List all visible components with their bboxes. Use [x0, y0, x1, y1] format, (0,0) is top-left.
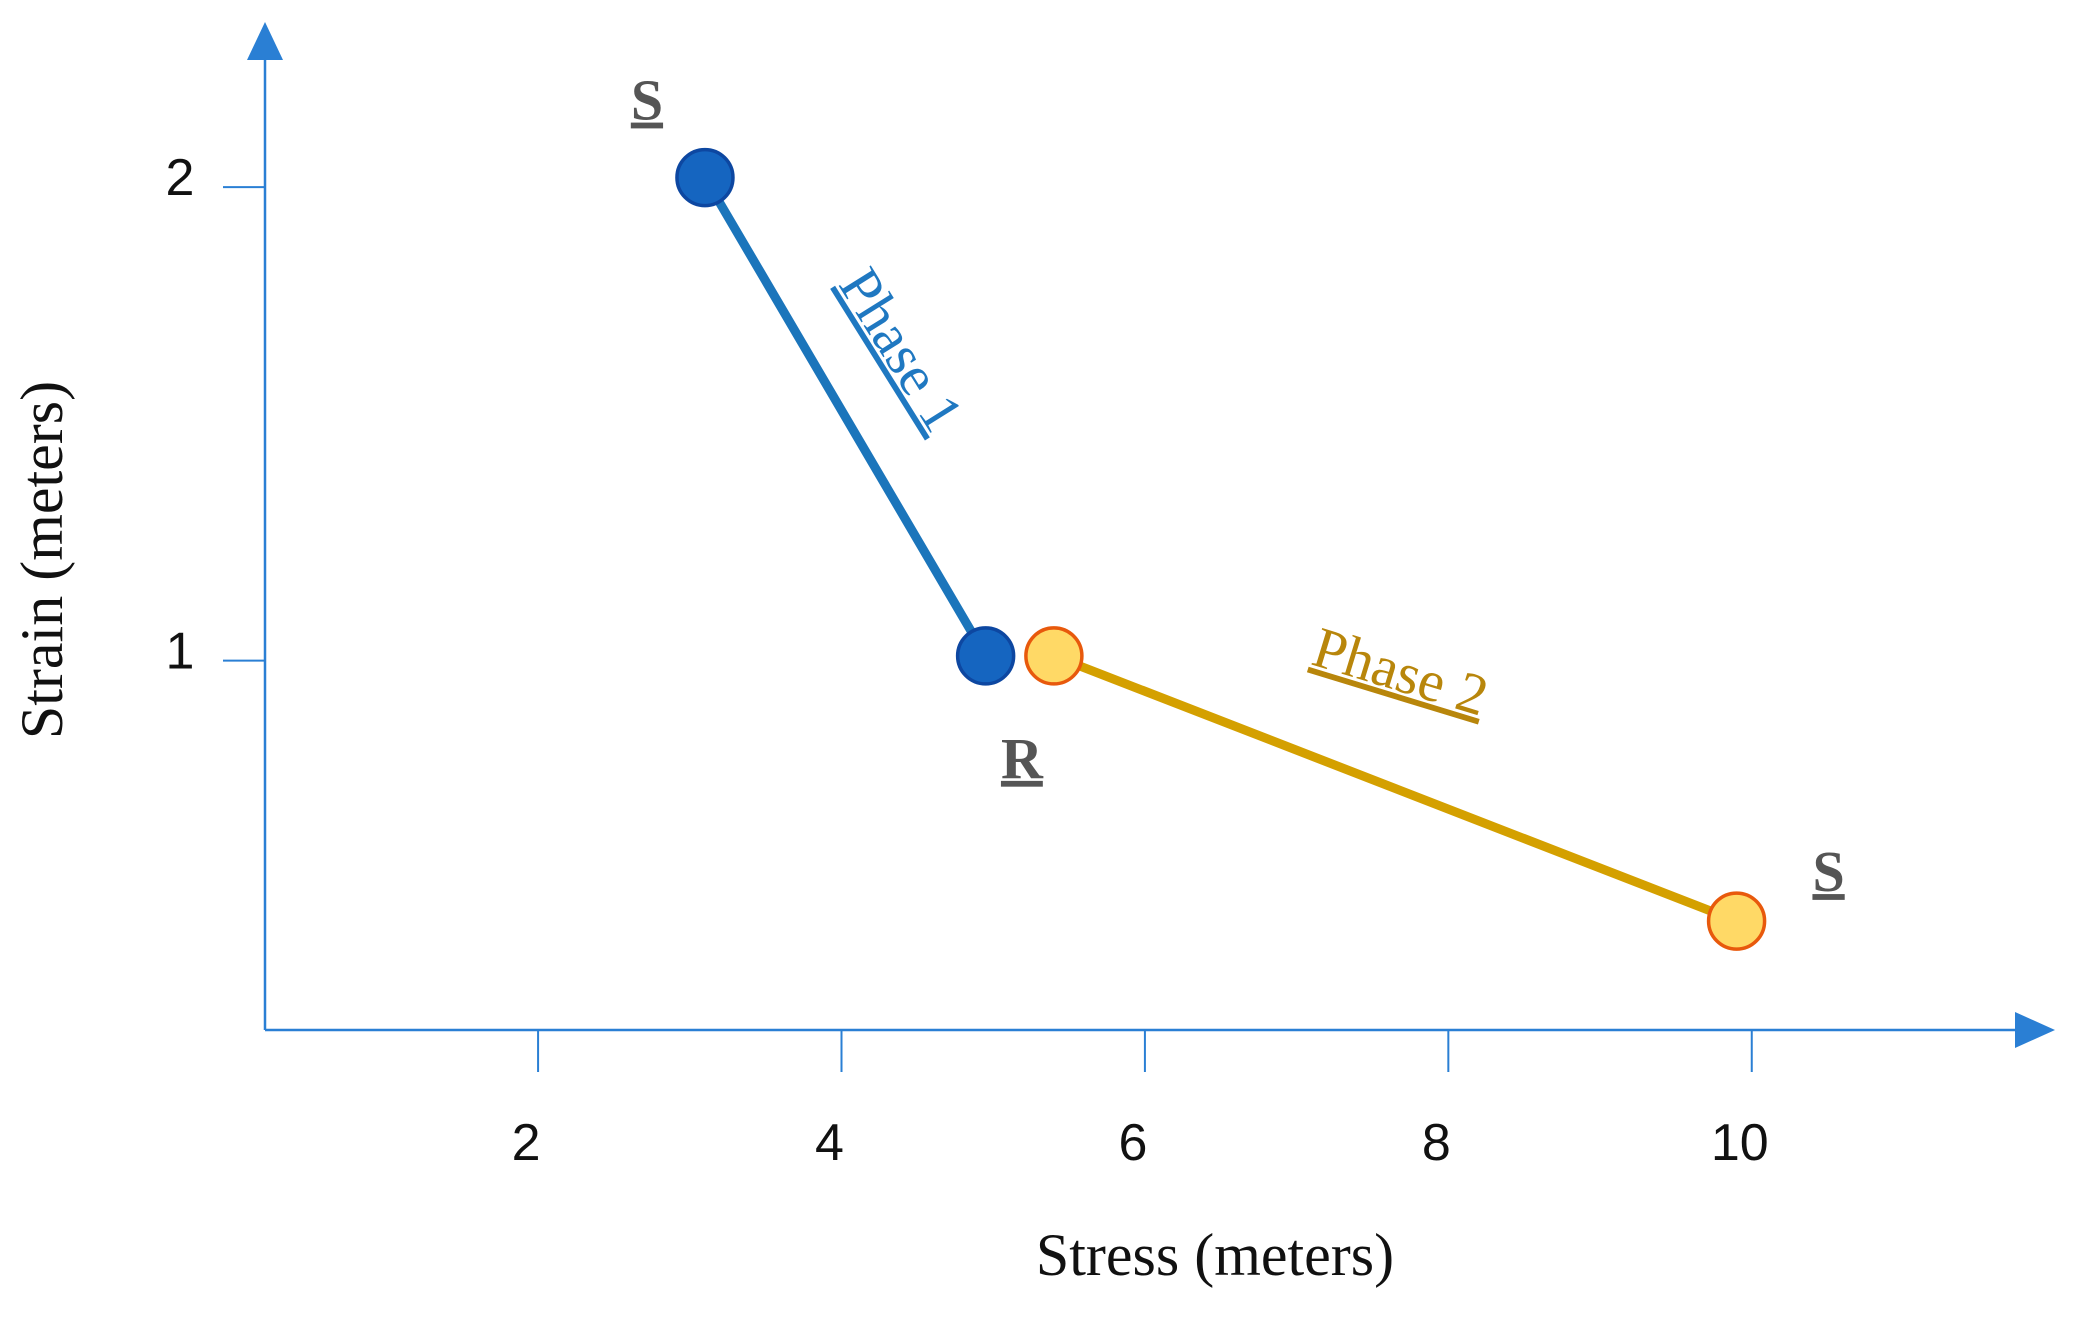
- series-1-point-1: [675, 147, 735, 208]
- series-label-phase-2: Phase 2: [1306, 614, 1496, 728]
- x-tick-label-10: 10: [1711, 1114, 1769, 1172]
- series-2-point-2: [1706, 891, 1767, 951]
- x-tick-label-4: 4: [815, 1114, 844, 1172]
- x-axis-arrow: [2015, 1012, 2055, 1048]
- series-1-segment: [700, 173, 991, 661]
- point-label-end: S: [1812, 839, 1844, 904]
- y-tick-label-1: 1: [166, 623, 195, 681]
- x-axis-title: Stress (meters): [1036, 1222, 1394, 1288]
- y-axis-arrow: [247, 22, 283, 60]
- series-2-segment: [1049, 651, 1742, 926]
- y-tick-label-2: 2: [166, 149, 195, 207]
- series-2-point-1: [1024, 626, 1084, 686]
- x-tick-label-8: 8: [1422, 1114, 1451, 1172]
- point-label-start: S: [631, 68, 663, 133]
- series-1-point-2: [955, 626, 1016, 686]
- series-layer: [675, 147, 1767, 951]
- y-axis-title: Strain (meters): [9, 381, 75, 739]
- x-tick-label-6: 6: [1118, 1114, 1147, 1172]
- x-tick-label-2: 2: [512, 1114, 541, 1172]
- point-label-r: R: [1001, 726, 1044, 791]
